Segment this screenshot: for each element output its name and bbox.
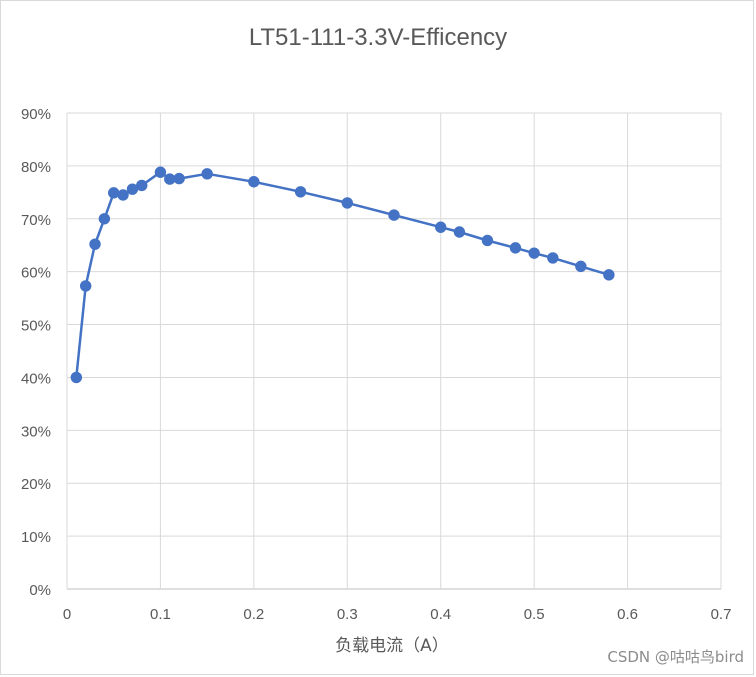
x-tick-label: 0.1: [150, 606, 171, 623]
y-tick-label: 10%: [21, 529, 51, 546]
y-tick-label: 50%: [21, 318, 51, 335]
data-point: [136, 179, 148, 192]
data-point: [509, 242, 522, 254]
y-axis-ticks: 0% 10% 20% 30% 40% 50% 60% 70% 80% 90%: [21, 106, 51, 599]
y-tick-label: 0%: [29, 582, 51, 599]
watermark: CSDN @咕咕鸟bird: [607, 648, 744, 666]
data-point: [70, 371, 83, 384]
y-tick-label: 20%: [21, 476, 51, 493]
y-tick-label: 80%: [21, 159, 51, 176]
data-point: [154, 166, 167, 178]
data-point: [453, 226, 466, 238]
data-point: [341, 197, 353, 209]
x-axis-label: 负载电流（A）: [335, 636, 449, 656]
x-tick-label: 0.7: [711, 606, 732, 623]
data-point: [294, 186, 307, 198]
data-point: [164, 173, 176, 185]
data-point: [108, 187, 120, 199]
data-point: [89, 238, 101, 250]
data-point: [603, 269, 615, 281]
data-point: [435, 221, 447, 233]
series-group: [70, 166, 615, 384]
data-point: [173, 172, 185, 185]
data-point: [126, 183, 139, 195]
data-point: [388, 209, 400, 221]
data-point: [98, 213, 111, 225]
y-tick-label: 40%: [21, 370, 51, 387]
gridlines: [66, 112, 722, 590]
x-tick-label: 0.2: [243, 606, 264, 623]
y-tick-label: 90%: [21, 106, 51, 123]
data-point: [201, 168, 213, 180]
x-axis-ticks: 0 0.1 0.2 0.3 0.4 0.5 0.6 0.7: [63, 606, 732, 623]
x-tick-label: 0: [63, 606, 71, 623]
data-point: [481, 234, 494, 247]
data-point: [248, 176, 260, 188]
data-point: [117, 189, 129, 201]
y-tick-label: 60%: [21, 265, 51, 282]
data-point: [575, 260, 587, 273]
x-tick-label: 0.4: [430, 606, 451, 623]
chart-title: LT51-111-3.3V-Efficency: [249, 24, 507, 51]
x-tick-label: 0.5: [524, 606, 545, 623]
y-tick-label: 70%: [21, 212, 51, 229]
data-point: [79, 280, 92, 292]
data-point: [547, 252, 559, 264]
data-point: [528, 247, 540, 259]
y-tick-label: 30%: [21, 423, 51, 440]
x-tick-label: 0.6: [617, 606, 638, 623]
x-tick-label: 0.3: [337, 606, 358, 623]
